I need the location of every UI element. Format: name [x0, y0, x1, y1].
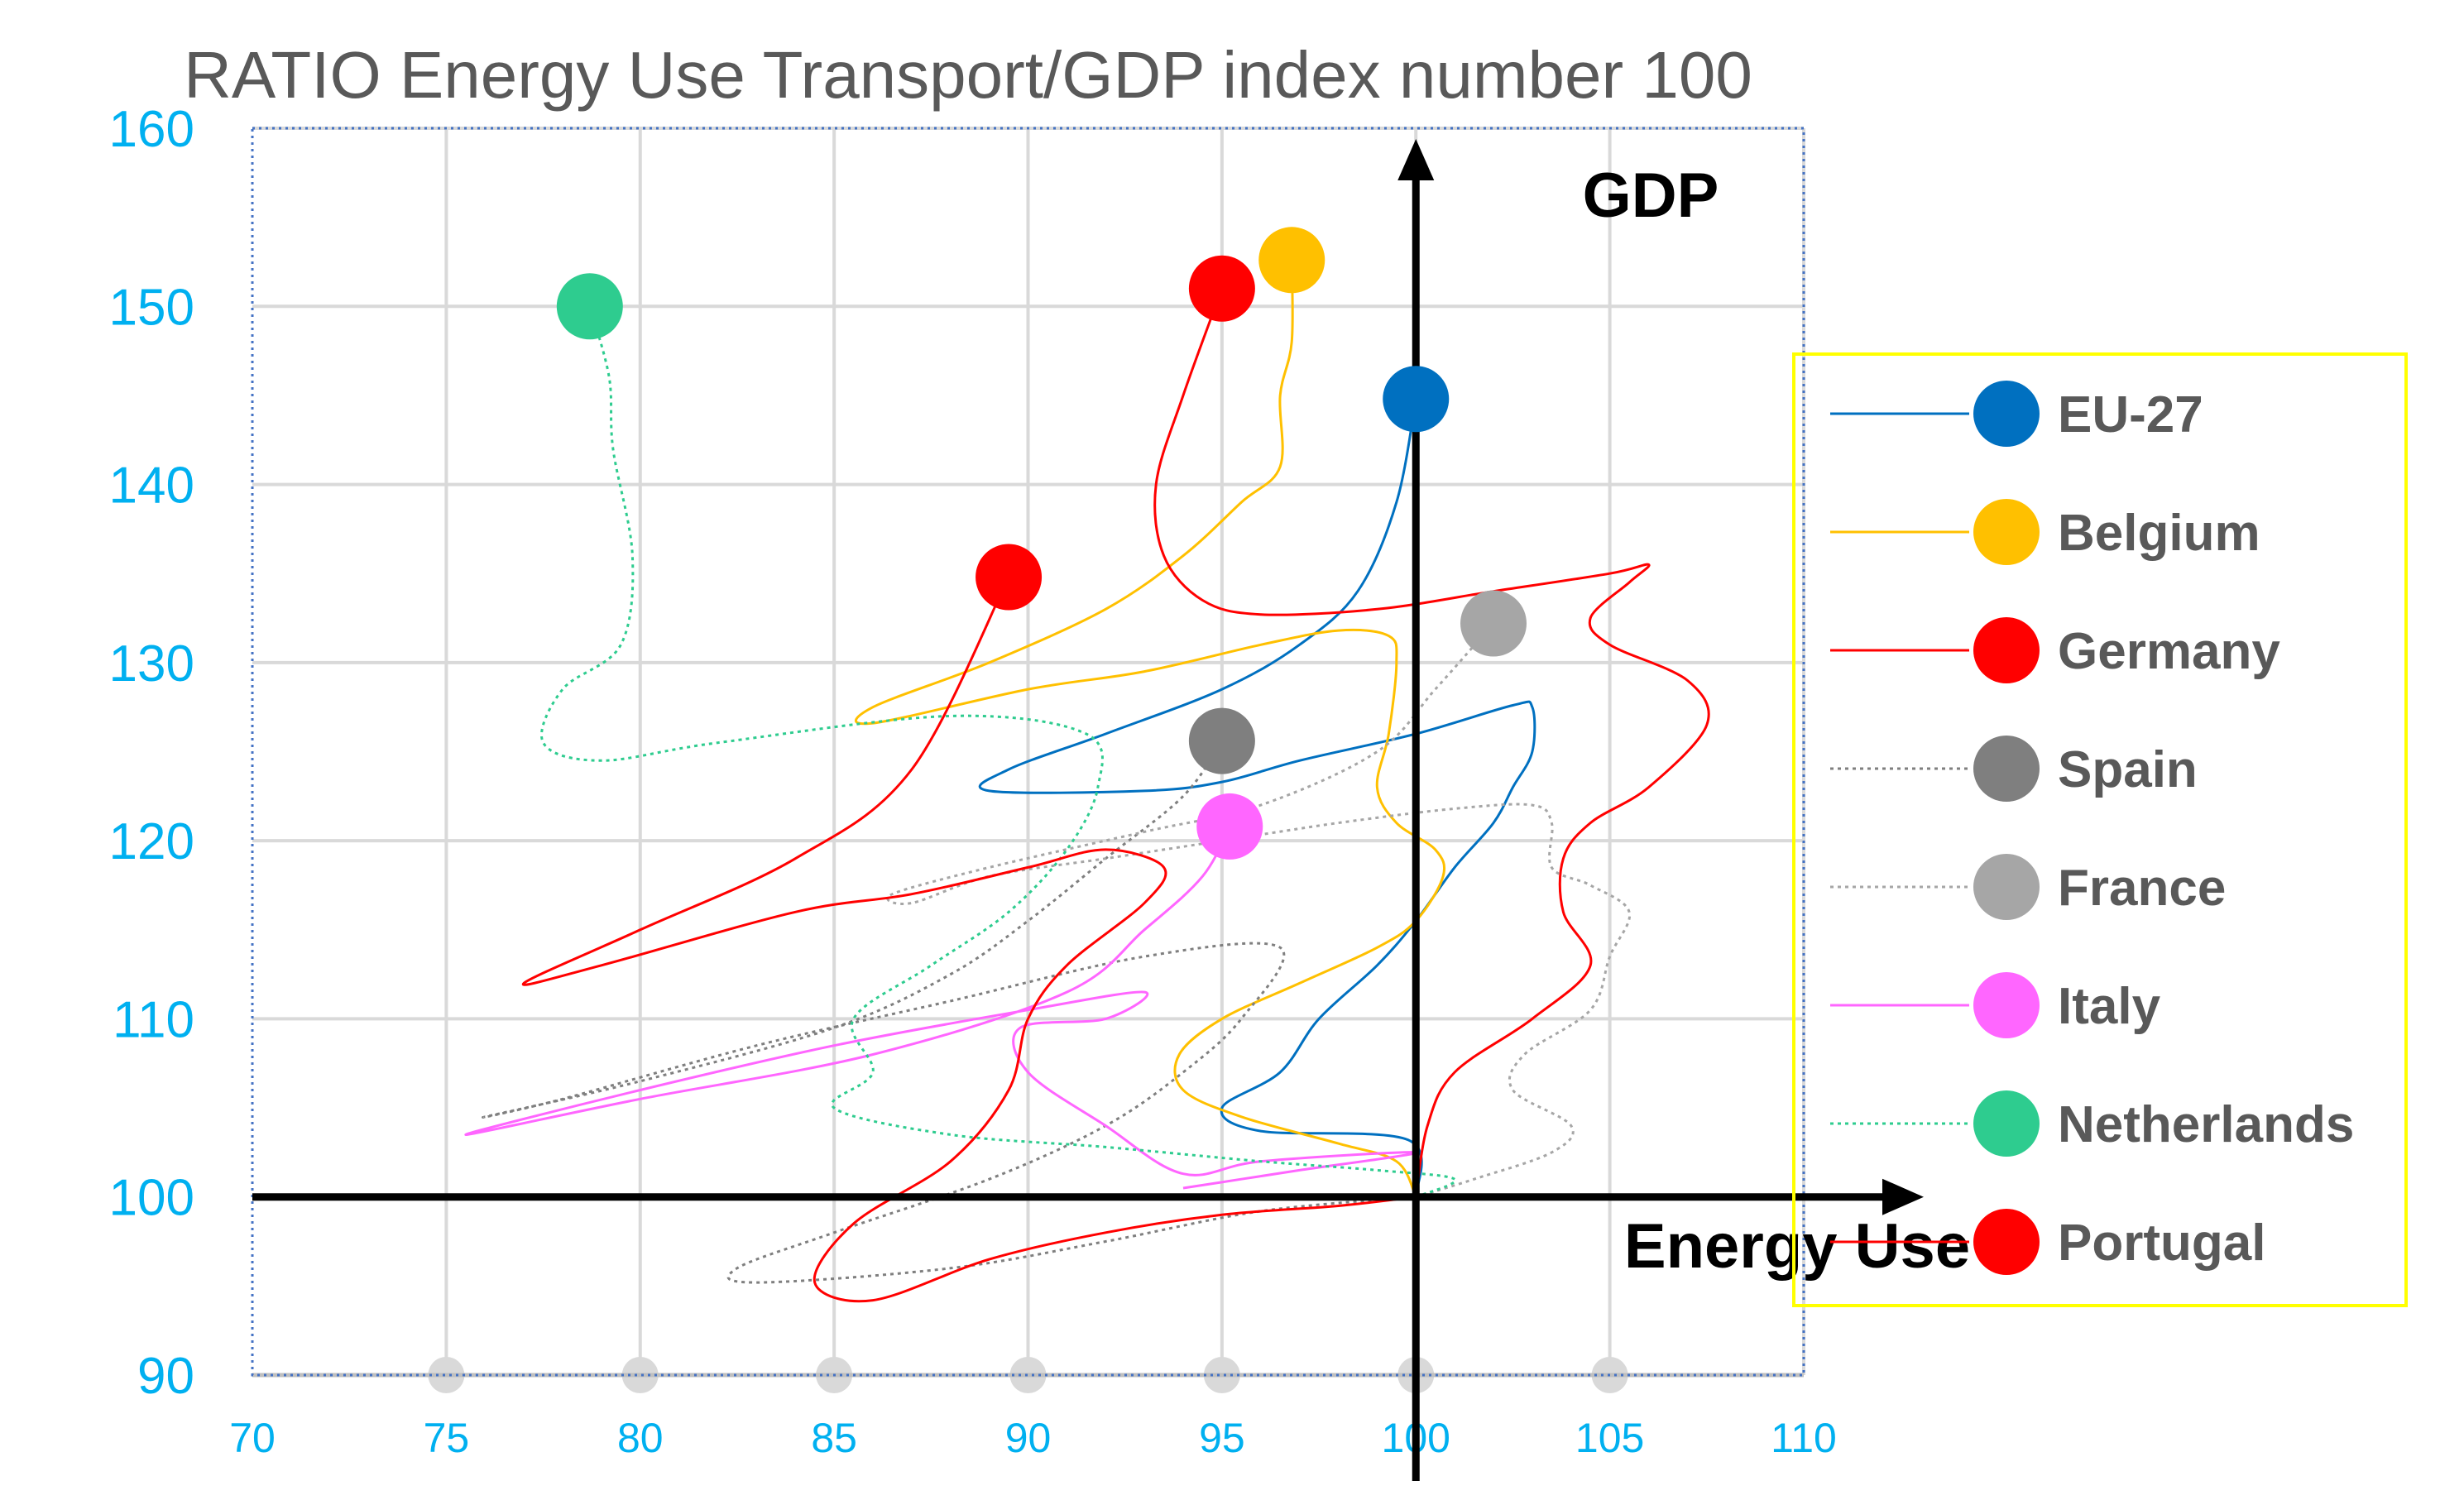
- legend-label: France: [2058, 860, 2226, 917]
- legend-label: EU-27: [2058, 386, 2203, 443]
- series-line-eu-27: [978, 398, 1536, 1197]
- y-tick-label: 140: [109, 458, 194, 515]
- legend-entry: Spain: [1830, 736, 2198, 802]
- legend-entry: Italy: [1830, 972, 2161, 1038]
- series-line-portugal: [521, 576, 1417, 1303]
- endpoint-italy: [1196, 793, 1263, 860]
- legend: EU-27 Belgium Germany Spain France Italy Nethe…: [1792, 352, 2408, 1307]
- legend-label: Portugal: [2058, 1215, 2265, 1272]
- legend-label: Belgium: [2058, 505, 2260, 562]
- endpoint-netherlands: [556, 273, 623, 340]
- legend-entry: EU-27: [1830, 381, 2203, 447]
- legend-entry: Belgium: [1830, 499, 2260, 565]
- x-tick-label: 105: [1575, 1415, 1644, 1461]
- x-tick-label: 95: [1199, 1415, 1245, 1461]
- series-line-belgium: [854, 260, 1446, 1198]
- series-line-netherlands: [540, 305, 1457, 1199]
- x-tick-label: 90: [1005, 1415, 1052, 1461]
- y-tick-label: 100: [109, 1170, 194, 1227]
- energy-axis-arrowhead: [1882, 1178, 1924, 1215]
- legend-marker: [1973, 736, 2040, 802]
- y-tick-label: 160: [109, 101, 194, 158]
- y-tick-label: 130: [109, 635, 194, 692]
- x-tick-label: 70: [229, 1415, 276, 1461]
- legend-entry: Netherlands: [1830, 1090, 2354, 1157]
- legend-marker: [1973, 972, 2040, 1038]
- endpoint-germany: [1188, 255, 1255, 322]
- legend-marker: [1973, 1090, 2040, 1157]
- x-tick-label: 75: [424, 1415, 470, 1461]
- legend-marker: [1973, 381, 2040, 447]
- y-tick-label: 120: [109, 813, 194, 870]
- legend-label: Germany: [2058, 623, 2280, 680]
- plot-area-border: [251, 127, 1805, 1377]
- chart-title: RATIO Energy Use Transport/GDP index num…: [184, 38, 1752, 112]
- legend-marker: [1973, 617, 2040, 683]
- endpoint-belgium: [1258, 227, 1325, 294]
- legend-label: Spain: [2058, 741, 2198, 798]
- legend-marker: [1973, 499, 2040, 565]
- series-line-germany: [1153, 288, 1710, 1197]
- legend-label: Netherlands: [2058, 1096, 2354, 1153]
- legend-entry: France: [1830, 854, 2226, 920]
- x-tick-label: 110: [1771, 1415, 1837, 1461]
- endpoint-france: [1460, 590, 1527, 657]
- y-tick-labels: 90 100 110 120 130 140 150 160: [109, 101, 194, 1405]
- x-axis-title: Energy Use: [1624, 1211, 1970, 1282]
- x-tick-label: 80: [617, 1415, 664, 1461]
- legend-label: Italy: [2058, 978, 2161, 1035]
- x-tick-label: 85: [811, 1415, 857, 1461]
- y-tick-label: 110: [113, 991, 194, 1048]
- series-endpoints: [556, 227, 1527, 860]
- endpoint-spain: [1188, 707, 1255, 774]
- legend-marker: [1973, 854, 2040, 920]
- gdp-axis-arrowhead: [1397, 139, 1435, 180]
- legend-box: [1792, 352, 2408, 1307]
- y-tick-label: 150: [109, 279, 194, 336]
- legend-entry: Portugal: [1830, 1209, 2265, 1275]
- endpoint-portugal: [976, 544, 1043, 611]
- series-line-france: [886, 622, 1632, 1199]
- series-line-italy: [464, 826, 1417, 1190]
- series-line-spain: [482, 740, 1417, 1284]
- series-lines: [464, 260, 1710, 1303]
- legend-entry: Germany: [1830, 617, 2280, 683]
- endpoint-eu-27: [1383, 366, 1450, 433]
- legend-marker: [1973, 1209, 2040, 1275]
- y-axis-title: GDP: [1583, 161, 1719, 231]
- y-tick-label: 90: [137, 1348, 194, 1405]
